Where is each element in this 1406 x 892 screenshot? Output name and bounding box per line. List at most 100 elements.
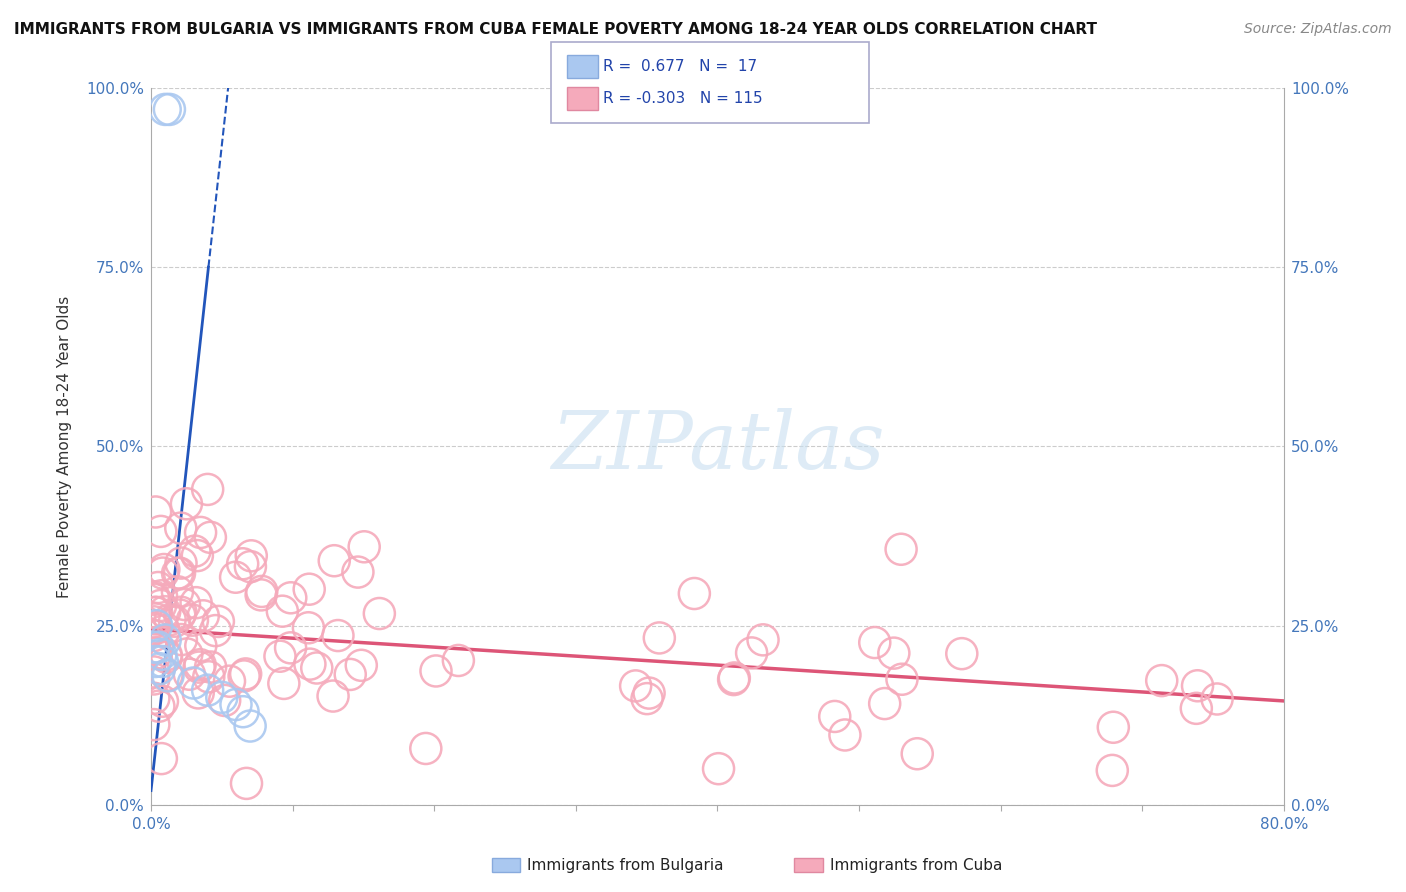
Point bbox=[200, 660, 222, 674]
Point bbox=[707, 762, 730, 776]
Point bbox=[347, 565, 370, 579]
Point bbox=[207, 615, 229, 629]
Point bbox=[157, 103, 180, 117]
Point bbox=[143, 612, 166, 626]
Point bbox=[353, 540, 375, 554]
Point bbox=[197, 683, 219, 698]
Point bbox=[752, 632, 775, 647]
Point bbox=[148, 699, 170, 714]
Point bbox=[153, 562, 176, 576]
Point bbox=[239, 719, 262, 733]
Point bbox=[322, 689, 344, 703]
Point bbox=[211, 690, 233, 705]
Point bbox=[152, 694, 174, 708]
Point bbox=[149, 524, 172, 539]
Point bbox=[648, 631, 671, 645]
Point bbox=[638, 686, 661, 700]
Point bbox=[891, 672, 914, 686]
Point bbox=[142, 691, 165, 706]
Text: Source: ZipAtlas.com: Source: ZipAtlas.com bbox=[1244, 22, 1392, 37]
Point bbox=[153, 624, 176, 638]
Point bbox=[142, 717, 165, 731]
Point bbox=[250, 584, 273, 599]
Point bbox=[176, 497, 198, 511]
Point bbox=[425, 664, 447, 678]
Point bbox=[176, 647, 198, 661]
Point bbox=[232, 705, 254, 719]
Point bbox=[142, 672, 165, 686]
Point bbox=[271, 604, 294, 618]
Point bbox=[723, 671, 745, 685]
Point bbox=[624, 679, 647, 693]
Point bbox=[863, 635, 886, 649]
Point bbox=[834, 728, 856, 742]
Point bbox=[169, 607, 191, 622]
Text: R = -0.303   N = 115: R = -0.303 N = 115 bbox=[603, 91, 763, 105]
Point bbox=[883, 646, 905, 660]
Point bbox=[350, 658, 373, 673]
Point bbox=[142, 592, 165, 607]
Point bbox=[148, 662, 170, 676]
Point bbox=[179, 667, 201, 681]
Point bbox=[193, 608, 215, 623]
Point bbox=[145, 618, 167, 632]
Point bbox=[339, 667, 361, 681]
Point bbox=[149, 648, 172, 662]
Point bbox=[170, 632, 193, 647]
Point bbox=[142, 665, 165, 679]
Point bbox=[636, 691, 658, 706]
Point bbox=[239, 559, 262, 574]
Point bbox=[166, 566, 188, 581]
Text: ZIPatlas: ZIPatlas bbox=[551, 408, 884, 485]
Point bbox=[156, 668, 179, 682]
Point bbox=[225, 570, 247, 584]
Point bbox=[142, 622, 165, 636]
Point bbox=[143, 606, 166, 620]
Point bbox=[214, 693, 236, 707]
Point bbox=[200, 530, 222, 544]
Point bbox=[250, 588, 273, 602]
Point bbox=[166, 584, 188, 599]
Point bbox=[1150, 673, 1173, 688]
Point bbox=[149, 599, 172, 613]
Point bbox=[155, 650, 177, 665]
Point bbox=[1185, 701, 1208, 715]
Point bbox=[297, 621, 319, 635]
Point bbox=[152, 566, 174, 580]
Point bbox=[1187, 679, 1209, 693]
Point bbox=[184, 596, 207, 610]
Text: IMMIGRANTS FROM BULGARIA VS IMMIGRANTS FROM CUBA FEMALE POVERTY AMONG 18-24 YEAR: IMMIGRANTS FROM BULGARIA VS IMMIGRANTS F… bbox=[14, 22, 1097, 37]
Point bbox=[197, 483, 219, 497]
Point bbox=[683, 586, 706, 600]
Text: R =  0.677   N =  17: R = 0.677 N = 17 bbox=[603, 59, 758, 73]
Point bbox=[156, 669, 179, 683]
Point bbox=[183, 676, 205, 690]
Point bbox=[187, 686, 209, 700]
Point bbox=[153, 605, 176, 619]
Point bbox=[950, 647, 973, 661]
Point bbox=[170, 605, 193, 619]
Point bbox=[447, 653, 470, 667]
Point bbox=[741, 646, 763, 660]
Point bbox=[184, 544, 207, 558]
Point bbox=[188, 657, 211, 672]
Point bbox=[190, 525, 212, 540]
Point bbox=[146, 581, 169, 595]
Point bbox=[190, 639, 212, 653]
Point bbox=[150, 589, 173, 603]
Point bbox=[890, 542, 912, 557]
Point bbox=[170, 556, 193, 570]
Point bbox=[235, 667, 257, 681]
Point bbox=[145, 505, 167, 519]
Point bbox=[1206, 692, 1229, 706]
Point bbox=[181, 613, 204, 627]
Point bbox=[146, 640, 169, 655]
Point bbox=[188, 660, 211, 674]
Point bbox=[326, 629, 349, 643]
Point bbox=[169, 566, 191, 581]
Point bbox=[873, 697, 896, 711]
Point bbox=[1101, 764, 1123, 778]
Point bbox=[142, 642, 165, 657]
Point bbox=[145, 606, 167, 620]
Point bbox=[233, 669, 256, 683]
